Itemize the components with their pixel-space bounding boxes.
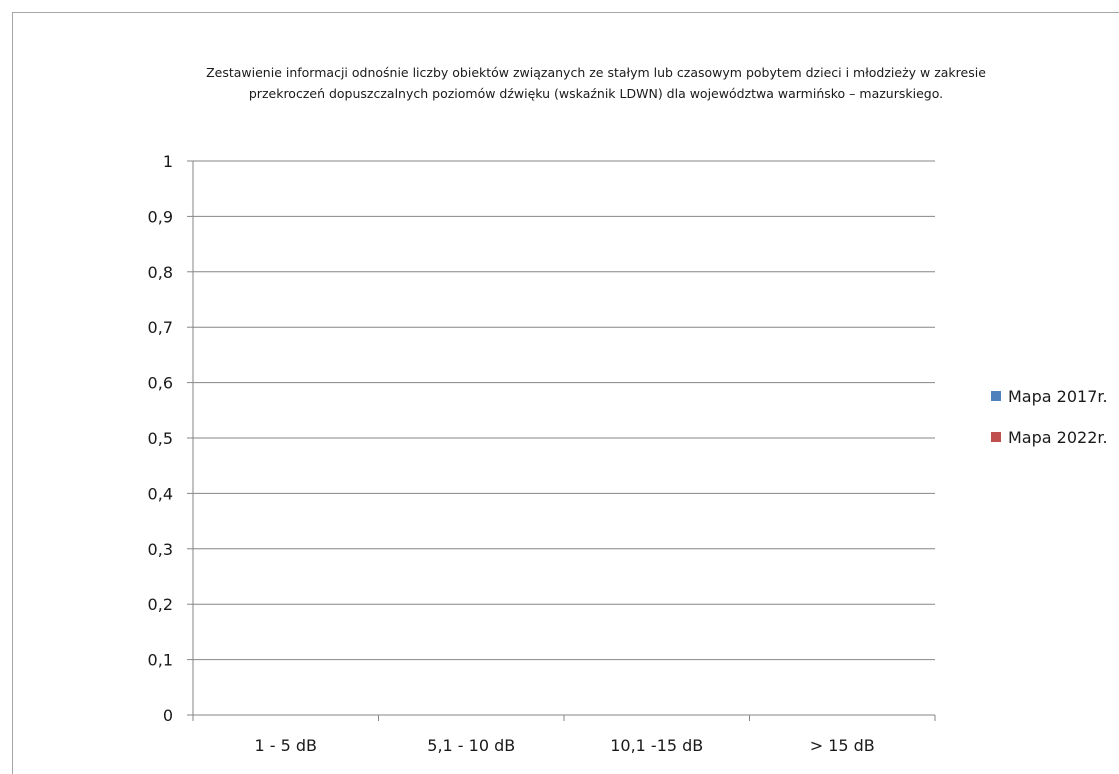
y-tick-label: 0,7 [148, 318, 173, 337]
x-tick-label: > 15 dB [810, 736, 875, 755]
x-tick-labels: 1 - 5 dB 5,1 - 10 dB 10,1 -15 dB > 15 dB [254, 736, 874, 755]
axes [192, 161, 936, 721]
x-tick-label: 10,1 -15 dB [610, 736, 703, 755]
y-tick-label: 0,3 [148, 540, 173, 559]
y-tick-label: 0,9 [148, 207, 173, 226]
chart-frame [12, 12, 1119, 774]
y-tick-labels: 0 0,1 0,2 0,3 0,4 0,5 0,6 0,7 0,8 0,9 1 [148, 152, 173, 725]
y-tick-label: 0,5 [148, 429, 173, 448]
legend-swatch [991, 391, 1001, 401]
y-tick-label: 0,4 [148, 484, 173, 503]
chart-title: Zestawienie informacji odnośnie liczby o… [206, 65, 986, 101]
y-tick-label: 0,8 [148, 263, 173, 282]
y-tick-label: 0,2 [148, 595, 173, 614]
chart-title-line: przekroczeń dopuszczalnych poziomów dźwi… [249, 86, 943, 101]
chart-title-line: Zestawienie informacji odnośnie liczby o… [206, 65, 986, 80]
legend-label: Mapa 2022r. [1008, 428, 1108, 447]
x-tick-label: 5,1 - 10 dB [427, 736, 515, 755]
legend: Mapa 2017r. Mapa 2022r. [991, 387, 1108, 447]
x-tick-label: 1 - 5 dB [254, 736, 317, 755]
legend-swatch [991, 432, 1001, 442]
y-tick-label: 0,6 [148, 374, 173, 393]
y-tick-label: 0,1 [148, 651, 173, 670]
gridlines [187, 160, 935, 716]
y-tick-label: 1 [163, 152, 173, 171]
legend-label: Mapa 2017r. [1008, 387, 1108, 406]
y-tick-label: 0 [163, 706, 173, 725]
